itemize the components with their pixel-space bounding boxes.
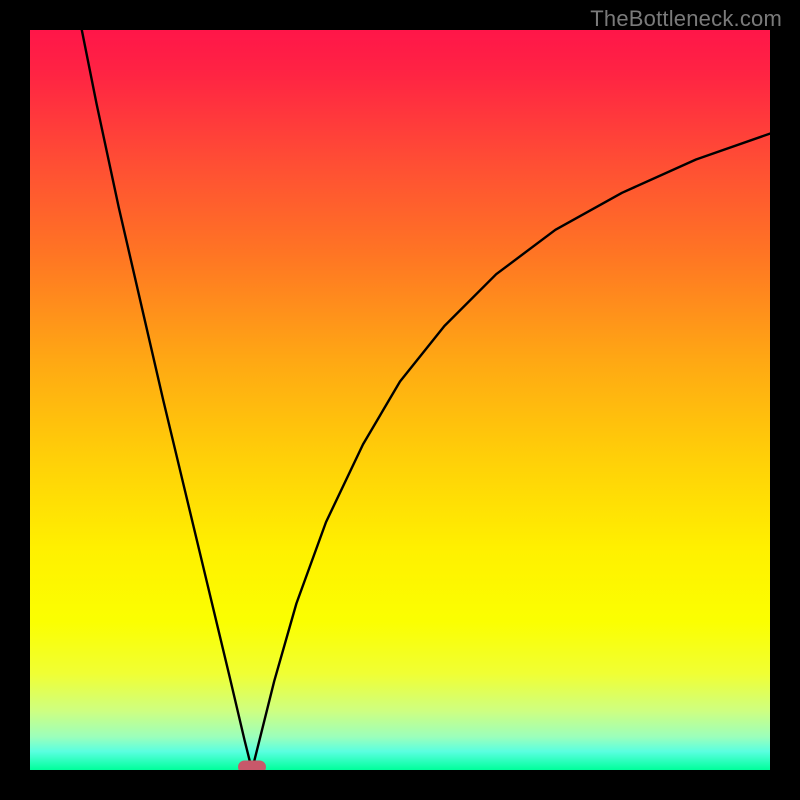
chart-curve [30,30,770,770]
watermark-text: TheBottleneck.com [590,6,782,32]
minimum-marker [238,760,266,770]
plot-area [30,30,770,770]
curve-path [82,30,770,770]
